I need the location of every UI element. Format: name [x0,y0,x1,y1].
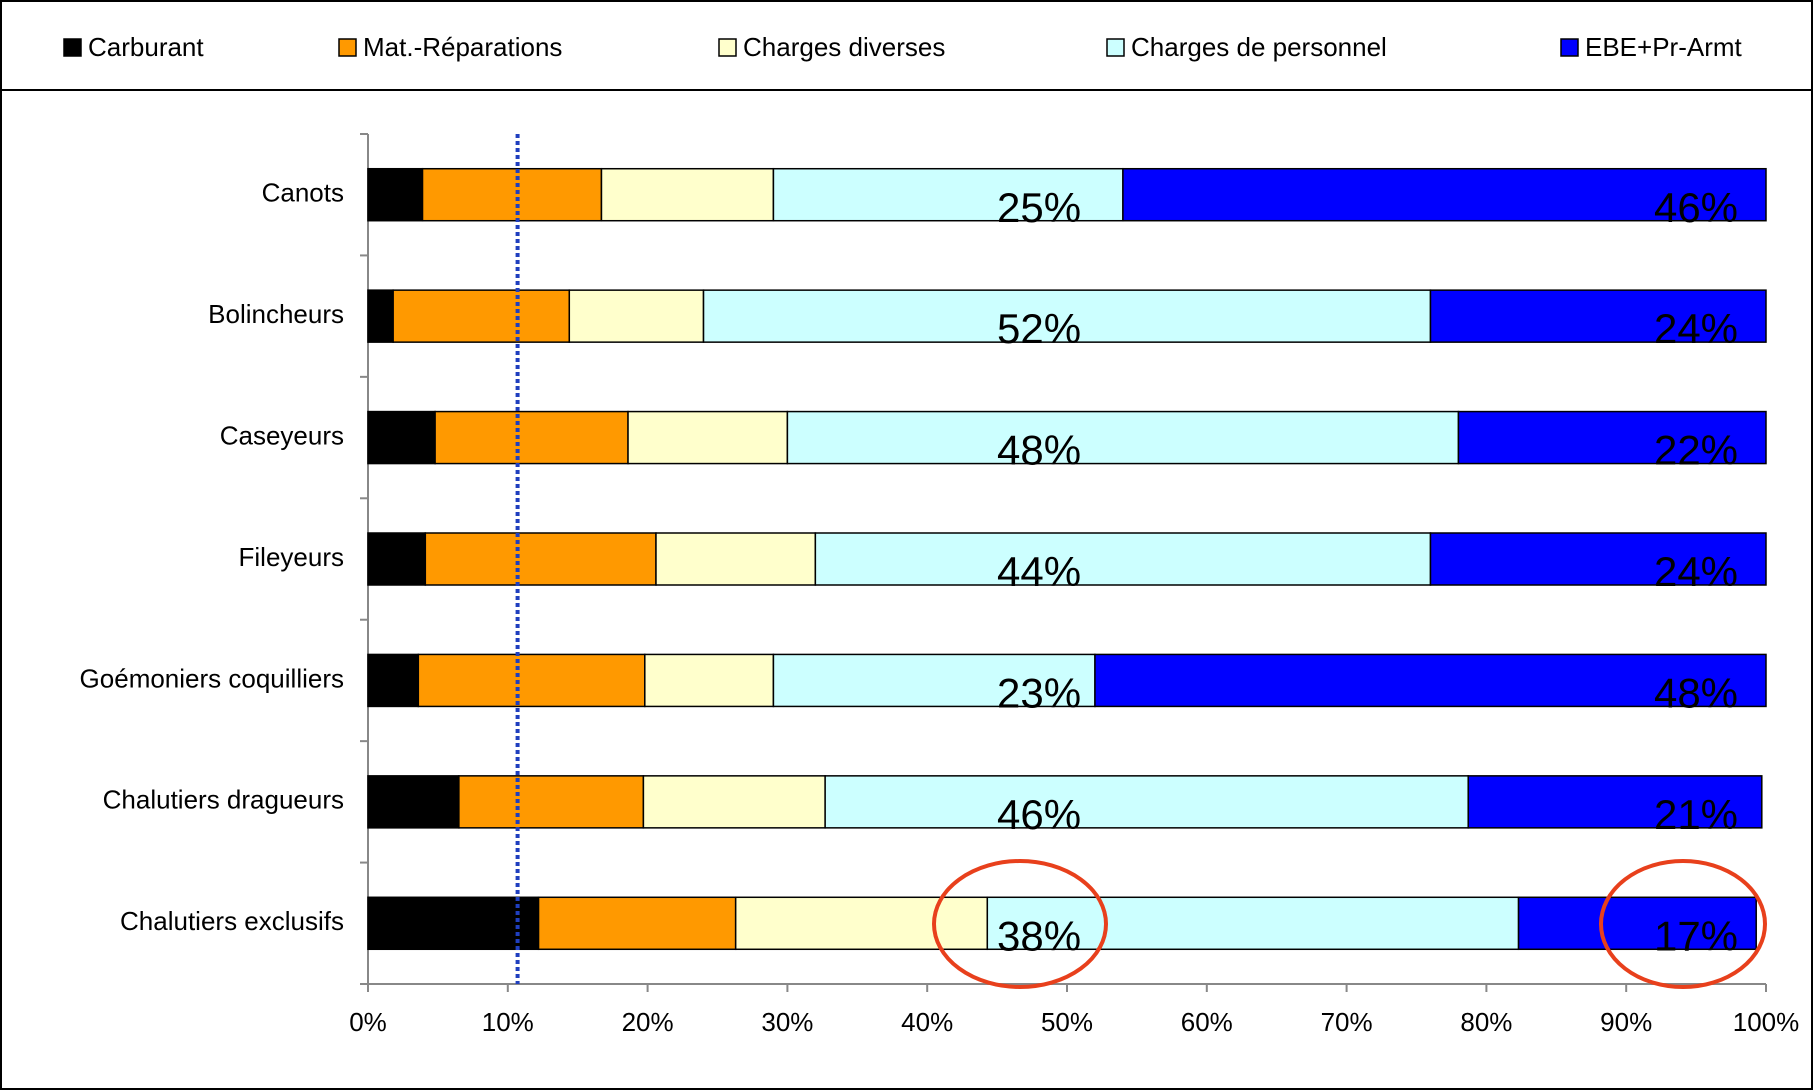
x-tick-label: 30% [761,1007,813,1037]
bar-segment [537,896,737,951]
bar-segment [367,775,460,829]
value-label: 17% [1654,912,1738,959]
y-tick-label: Canots [262,178,344,208]
y-tick-label: Caseyeurs [220,420,344,450]
legend-label: Mat.-Réparations [363,32,562,62]
bar-segment [392,289,571,343]
legend-swatch [1560,38,1579,57]
legend-swatch [338,38,357,57]
bar-segment [655,532,817,586]
bar-segment [772,167,1124,222]
bar-segment [458,775,645,829]
x-tick-label: 40% [901,1007,953,1037]
value-label: 48% [1654,670,1738,717]
x-tick-label: 0% [349,1007,387,1037]
bar-segment [417,653,646,708]
bar-segment [824,775,1469,829]
x-tick-label: 10% [482,1007,534,1037]
value-label: 22% [1654,427,1738,474]
value-label: 46% [997,791,1081,838]
bar-segment [1429,289,1767,343]
bar-segment [644,653,775,708]
bar-segment [814,532,1432,586]
bar-segment [367,167,424,222]
bar-segment [702,289,1432,343]
bar-segment [986,896,1520,951]
value-label: 23% [997,670,1081,717]
bar-segment [367,532,427,586]
legend-label: Carburant [88,32,204,62]
bar-segment [367,289,394,343]
bar-segment [1467,775,1763,829]
bar-segment [434,410,629,465]
x-tick-label: 50% [1041,1007,1093,1037]
value-label: 24% [1654,548,1738,595]
x-tick-label: 60% [1181,1007,1233,1037]
y-tick-label: Goémoniers coquilliers [80,663,344,693]
bar-segment [1429,532,1767,586]
x-tick-label: 100% [1733,1007,1800,1037]
value-label: 44% [997,548,1081,595]
legend-swatch [718,38,737,57]
value-label: 21% [1654,791,1738,838]
bar-segment [367,653,420,708]
value-label: 52% [997,305,1081,352]
y-tick-label: Bolincheurs [208,299,344,329]
bar-segment [1094,653,1767,708]
bar-segment [642,775,826,829]
legend-label: Charges de personnel [1131,32,1387,62]
bar-segment [568,289,705,343]
legend-label: Charges diverses [743,32,945,62]
highlight-circle [932,859,1108,989]
bar-segment [367,410,436,465]
value-label: 25% [997,184,1081,231]
x-tick-label: 70% [1321,1007,1373,1037]
bar-segment [786,410,1460,465]
bar-segment [424,532,657,586]
bar-segment [734,896,989,951]
bar-segment [1122,167,1767,222]
legend-swatch [1106,38,1125,57]
bar-segment [421,167,603,222]
highlight-circle [1599,859,1767,989]
bar-segment [367,896,540,951]
y-tick-label: Chalutiers dragueurs [103,785,344,815]
legend-label: EBE+Pr-Armt [1585,32,1743,62]
legend-swatch [63,38,82,57]
x-tick-label: 80% [1460,1007,1512,1037]
y-tick-label: Fileyeurs [239,542,344,572]
y-tick-label: Chalutiers exclusifs [120,906,344,936]
bar-segment [627,410,789,465]
bar-segment [600,167,775,222]
bar-segment [1457,410,1767,465]
bar-segment [1517,896,1757,951]
x-tick-label: 90% [1600,1007,1652,1037]
x-tick-label: 20% [622,1007,674,1037]
bar-segment [772,653,1096,708]
value-label: 48% [997,427,1081,474]
value-label: 24% [1654,305,1738,352]
value-label: 38% [997,912,1081,959]
value-label: 46% [1654,184,1738,231]
